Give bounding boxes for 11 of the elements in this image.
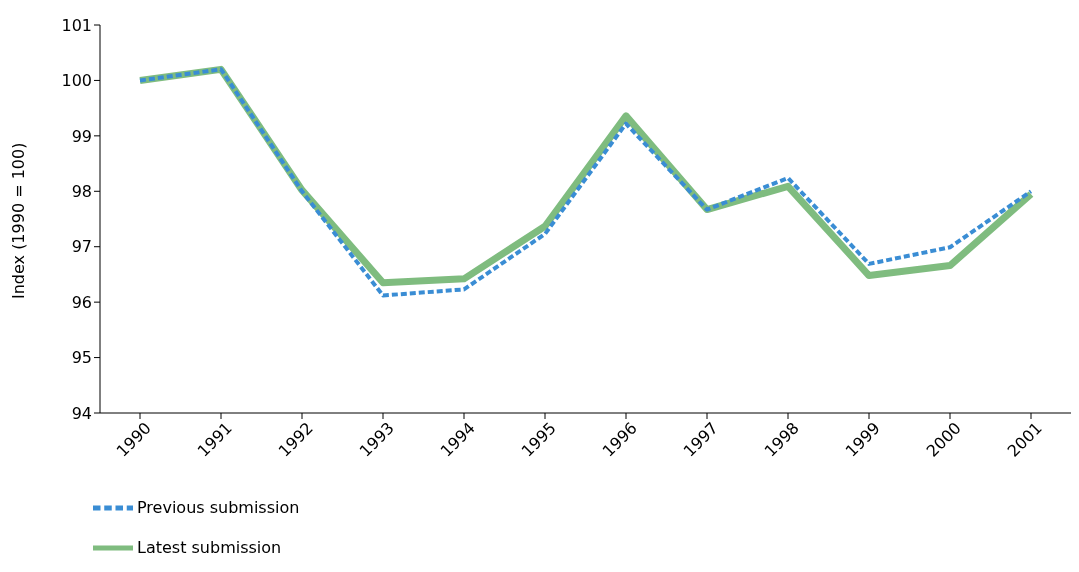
y-tick-label: 95: [71, 348, 92, 368]
legend-label: Latest submission: [137, 537, 282, 557]
y-tick-label: 99: [71, 126, 92, 146]
y-tick-label: 101: [61, 15, 92, 35]
y-tick-label: 96: [71, 292, 92, 312]
y-tick-label: 94: [71, 403, 92, 423]
legend-label: Previous submission: [137, 497, 300, 517]
y-axis-title: Index (1990 = 100): [8, 142, 28, 299]
y-tick-label: 100: [61, 71, 92, 91]
y-tick-label: 98: [71, 181, 92, 201]
y-tick-label: 97: [71, 237, 92, 257]
